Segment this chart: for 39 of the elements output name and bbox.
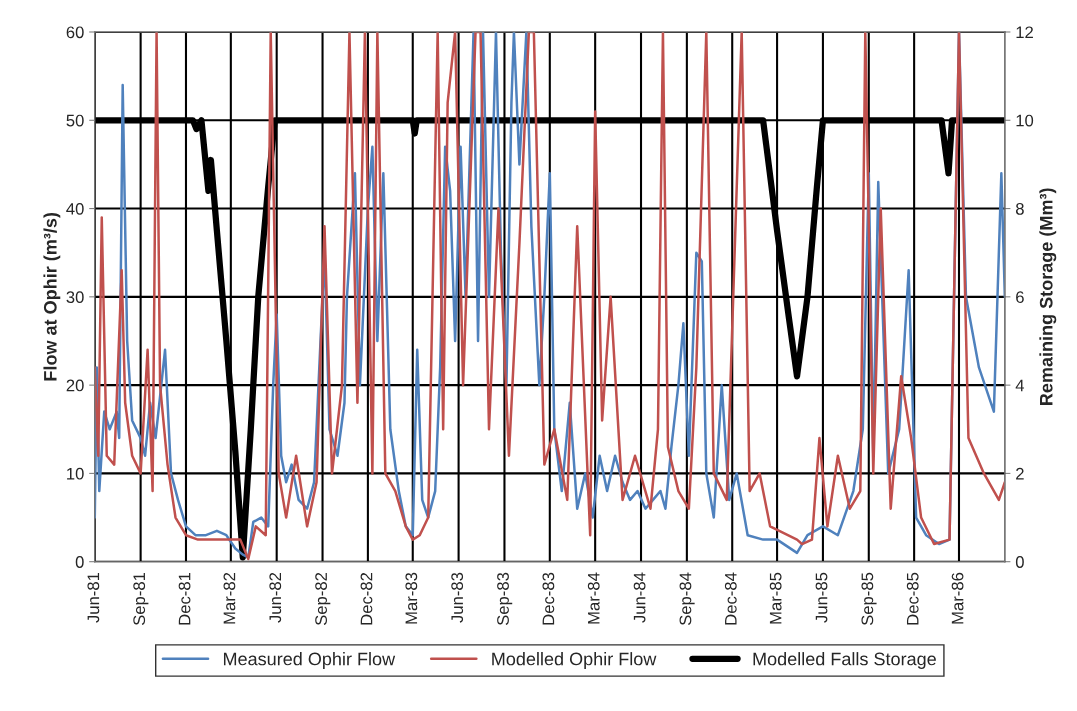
- y2-tick-label: 4: [1015, 379, 1025, 392]
- x-tick-label: Jun-85: [815, 572, 828, 623]
- y-tick-label: 10: [67, 467, 84, 480]
- y2-tick-label: 0: [1015, 556, 1024, 568]
- y-tick-label: 60: [66, 26, 84, 39]
- y-tick-label: 40: [66, 202, 84, 215]
- x-tick-label: Dec-85: [906, 572, 919, 625]
- y2-tick-label: 10: [1016, 114, 1034, 127]
- legend-label: Modelled Ophir Flow: [492, 652, 657, 669]
- x-tick-label: Mar-86: [951, 572, 964, 624]
- x-tick-label: Dec-84: [724, 572, 737, 625]
- y-tick-label: 30: [66, 291, 84, 304]
- y2-tick-label: 2: [1016, 467, 1024, 480]
- x-tick-label: Sep-83: [497, 572, 513, 626]
- y-tick-label: 20: [66, 379, 84, 392]
- x-tick-label: Jun-83: [451, 572, 464, 623]
- y2-tick-label: 8: [1015, 202, 1024, 215]
- x-tick-label: Jun-84: [633, 572, 646, 623]
- y2-axis-title: Remaining Storage (Mm³): [1039, 188, 1057, 405]
- x-tick-label: Sep-81: [133, 572, 149, 626]
- x-tick-label: Mar-83: [405, 572, 418, 624]
- x-tick-label: Dec-83: [542, 572, 555, 625]
- legend-label: Measured Ophir Flow: [223, 652, 396, 669]
- x-tick-label: Mar-85: [769, 572, 782, 624]
- y2-tick-label: 12: [1016, 26, 1033, 39]
- x-tick-label: Sep-82: [315, 572, 331, 626]
- y2-tick-label: 6: [1016, 291, 1024, 304]
- x-tick-label: Mar-82: [223, 572, 236, 624]
- y-tick-label: 0: [75, 556, 84, 568]
- y-tick-label: 50: [66, 114, 84, 127]
- legend-label: Modelled Falls Storage: [753, 652, 936, 669]
- x-tick-label: Sep-84: [679, 572, 695, 626]
- x-tick-label: Dec-82: [360, 572, 373, 625]
- x-tick-label: Jun-81: [87, 572, 100, 623]
- x-tick-label: Dec-81: [178, 572, 191, 625]
- y-axis-title: Flow at Ophir (m³/s): [43, 212, 61, 381]
- x-tick-label: Sep-85: [861, 572, 877, 626]
- x-tick-label: Mar-84: [587, 572, 600, 624]
- x-tick-label: Jun-82: [269, 572, 282, 623]
